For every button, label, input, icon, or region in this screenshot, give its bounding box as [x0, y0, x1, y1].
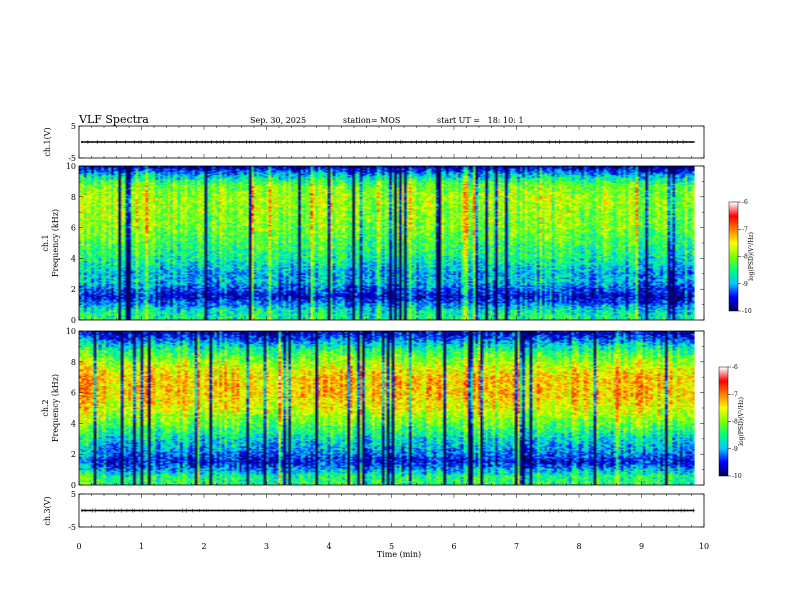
ch1-colorbar: -6 -7 -8 -9 -10 — [728, 199, 752, 315]
ch3-voltage-axis-label: ch.3(V) — [43, 496, 52, 525]
y-tick-label: -5 — [68, 523, 76, 532]
x-tick-label: 7 — [514, 542, 519, 551]
x-tick-label: 4 — [326, 542, 331, 551]
y-tick-label: 8 — [71, 358, 76, 367]
y-tick-label: 10 — [66, 327, 76, 336]
ch1-frequency-axis-label: Frequency (kHz) — [51, 209, 60, 277]
colorbar-tick-label: -7 — [732, 391, 738, 398]
date-label: Sep. 30, 2025 — [250, 116, 306, 125]
station-label: station= MOS — [343, 116, 400, 125]
ch1-colorbar-label: log(PSD)(V²/Hz) — [748, 232, 755, 281]
waveform-spikes — [81, 139, 693, 145]
ch1-colorbar-gradient — [729, 202, 738, 311]
ch1-voltage-axis-label: ch.1(V) — [43, 127, 52, 156]
x-tick-label: 6 — [451, 542, 456, 551]
x-tick-label: 0 — [76, 542, 81, 551]
colorbar-tick-label: -8 — [742, 254, 748, 261]
y-tick-label: 6 — [71, 224, 76, 233]
waveform-spikes — [81, 508, 694, 513]
colorbar-tick-label: -10 — [732, 473, 742, 480]
colorbar-tick-label: -7 — [742, 226, 748, 233]
y-tick-label: -5 — [68, 154, 76, 163]
ch2-colorbar: -6 -7 -8 -9 -10 — [718, 364, 742, 480]
y-tick-label: 2 — [71, 285, 76, 294]
ch1-channel-axis-label: ch.1 — [41, 234, 50, 251]
figure-title: VLF Spectra — [78, 113, 149, 126]
x-tick-label: 9 — [639, 542, 644, 551]
y-tick-label: 10 — [66, 162, 76, 171]
ch2-colorbar-gradient — [719, 367, 728, 476]
y-tick-label: 5 — [71, 122, 76, 131]
y-tick-label: 2 — [71, 450, 76, 459]
colorbar-tick-label: -9 — [732, 446, 738, 453]
x-tick-label: 8 — [576, 542, 581, 551]
colorbar-tick-label: -9 — [742, 281, 748, 288]
y-tick-label: 6 — [71, 389, 76, 398]
colorbar-tick-label: -6 — [742, 199, 748, 206]
ch1-waveform-panel — [78, 125, 705, 159]
colorbar-tick-label: -8 — [732, 419, 738, 426]
y-tick-label: 4 — [71, 419, 76, 428]
y-tick-label: 5 — [71, 490, 76, 499]
y-tick-label: 0 — [71, 481, 76, 490]
ch2-colorbar-label: log(PSD)(V²/Hz) — [738, 397, 745, 446]
x-tick-label: 5 — [389, 542, 394, 551]
ch2-spectrogram-image — [79, 331, 695, 485]
ch3-waveform-panel — [78, 493, 705, 528]
ch2-spectrogram-panel — [78, 330, 705, 486]
y-tick-label: 0 — [71, 316, 76, 325]
x-tick-label: 10 — [699, 542, 709, 551]
ch1-spectrogram-image — [79, 166, 695, 320]
colorbar-tick-label: -10 — [742, 308, 752, 315]
y-tick-label: 4 — [71, 254, 76, 263]
x-tick-label: 2 — [201, 542, 206, 551]
y-tick-label: 8 — [71, 193, 76, 202]
time-axis-label: Time (min) — [377, 550, 421, 559]
axis-ticks: 5 -5 0 2 4 6 8 10 0 2 4 6 8 10 5 -5 0 1 2 3 4 5 6 7 8 9 10 — [66, 122, 709, 551]
x-tick-label: 1 — [139, 542, 144, 551]
ch2-channel-axis-label: ch.2 — [41, 399, 50, 416]
ch1-spectrogram-panel — [78, 165, 705, 321]
ch2-frequency-axis-label: Frequency (kHz) — [51, 374, 60, 442]
x-tick-label: 3 — [264, 542, 269, 551]
start-time-label: start UT = 18: 10: 1 — [437, 116, 524, 125]
colorbar-tick-label: -6 — [732, 364, 738, 371]
